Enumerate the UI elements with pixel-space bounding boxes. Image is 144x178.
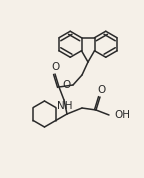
Text: O: O [63,80,71,90]
Text: O: O [97,85,105,95]
Text: O: O [51,62,59,72]
Text: OH: OH [114,110,130,120]
Text: NH: NH [57,101,73,111]
